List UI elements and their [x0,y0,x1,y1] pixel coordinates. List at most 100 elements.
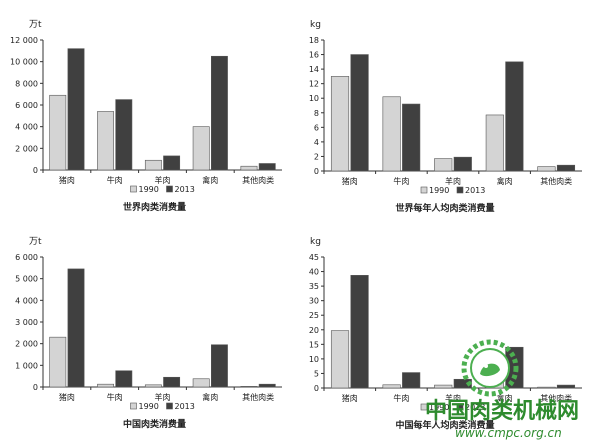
x-tick-label: 牛肉 [393,393,409,403]
bar [163,376,181,388]
y-tick-label: 25 [309,311,319,320]
bar [144,384,162,388]
unit-label: 万t [29,237,42,247]
y-tick-label: 8 [314,109,319,118]
legend-label: 1990 [139,185,159,194]
bar [67,268,85,388]
bar [556,164,576,172]
bar [382,96,401,172]
unit-label: 万t [29,20,42,30]
x-tick-label: 羊肉 [445,176,461,186]
x-tick-label: 猪肉 [59,175,75,185]
bar [211,344,228,388]
legend-swatch [456,403,464,411]
bar [49,336,67,388]
y-tick-label: 35 [309,282,319,291]
x-tick-label: 猪肉 [59,392,75,402]
bar [505,61,524,172]
legend-label: 2013 [175,402,195,411]
y-tick-label: 0 [314,384,319,393]
x-tick-label: 牛肉 [107,392,123,402]
watermark-logo-icon [461,339,519,397]
legend-swatch [456,186,464,194]
chart-caption: 世界肉类消费量 [123,201,186,213]
bar [115,370,133,388]
bar [97,111,114,171]
bar [192,378,210,388]
legend-swatch [166,185,173,193]
y-tick-label: 4 [314,138,319,147]
chart-panel-4: 0 5 10 15 20 25 30 35 40 45 kg 猪肉 牛肉 羊肉 禽肉 其他肉类 1990 2013… [309,237,582,431]
bar [144,159,162,171]
y-tick-label: 5 [314,369,319,378]
bar [192,126,210,171]
legend-swatch [420,403,428,411]
y-tick-label: 12 000 [10,36,38,45]
y-tick-label: 12 [309,80,319,89]
legend-label: 1990 [429,186,449,195]
y-tick-label: 18 [309,36,319,45]
bar [453,156,472,172]
y-tick-label: 0 [33,383,38,392]
chart-panel-2: 0 2 4 6 8 10 12 14 16 18 kg 猪肉 牛肉 羊肉 禽肉 其他肉类 1990 2013 世界每… [309,20,582,214]
y-tick-label: 15 [309,340,319,349]
y-tick-label: 2 000 [15,340,38,349]
bar [330,330,350,389]
bar [556,384,576,389]
legend-label: 1990 [139,402,159,411]
x-tick-label: 羊肉 [155,175,171,185]
bar [258,163,276,171]
x-tick-label: 禽肉 [497,176,513,186]
unit-label: kg [310,20,321,30]
bar [537,166,556,172]
watermark-title: 中国肉类机械网 [425,399,579,424]
x-tick-label: 猪肉 [342,176,358,186]
x-tick-label: 其他肉类 [540,393,572,403]
x-tick-label: 禽肉 [497,393,513,403]
legend-swatch [130,185,137,193]
x-tick-label: 其他肉类 [540,176,572,186]
x-tick-label: 羊肉 [155,392,171,402]
bar [211,55,228,171]
bar [402,372,421,389]
y-tick-label: 0 [33,166,38,175]
watermark: 中国肉类机械网 www.cmpc.org.cn [425,339,579,440]
bar [49,94,67,171]
bar [350,275,369,389]
y-tick-label: 3 000 [15,318,38,327]
bar [382,384,401,389]
y-tick-label: 40 [309,268,319,277]
bar [453,378,472,389]
y-tick-label: 6 000 [15,253,38,262]
y-tick-label: 30 [309,297,319,306]
legend-label: 2013 [465,403,485,412]
y-tick-label: 10 [309,94,319,103]
bar [434,158,453,172]
y-tick-label: 10 [309,355,319,364]
legend-label: 2013 [465,186,485,195]
x-tick-label: 其他肉类 [242,392,274,402]
bar [537,386,556,389]
bar [330,76,350,172]
y-tick-label: 0 [314,167,319,176]
bar [240,386,258,388]
bar [485,114,504,172]
chart-caption: 中国每年人均肉类消费量 [395,419,494,431]
x-tick-label: 禽肉 [202,392,218,402]
legend-swatch [166,402,173,410]
x-tick-label: 禽肉 [202,175,218,185]
y-tick-label: 20 [309,326,319,335]
x-tick-label: 牛肉 [393,176,409,186]
y-tick-label: 6 [314,123,319,132]
y-tick-label: 2 000 [15,144,38,153]
chart-caption: 中国肉类消费量 [123,418,186,430]
bar [163,155,181,171]
y-tick-label: 5 000 [15,275,38,284]
bar [402,103,421,172]
bar [97,383,114,388]
chart-panel-3: 0 1 000 2 000 3 000 4 000 5 000 6 000 万t 猪肉 牛肉 羊肉 禽… [15,237,282,430]
y-tick-label: 4 000 [15,296,38,305]
y-tick-label: 45 [309,253,319,262]
legend-label: 2013 [175,185,195,194]
